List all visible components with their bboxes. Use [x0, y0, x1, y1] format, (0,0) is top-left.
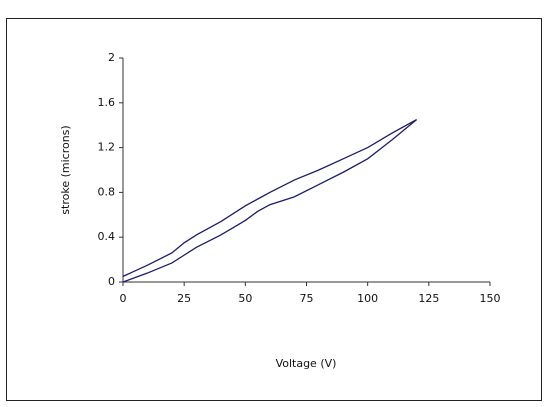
line-series [122, 119, 418, 283]
y-tick-label: 0.4 [98, 230, 116, 243]
y-tick-label: 1.2 [98, 141, 116, 154]
y-tick-label: 2 [108, 51, 115, 64]
x-tick-label: 100 [357, 292, 378, 305]
y-axis-label: stroke (microns) [59, 125, 72, 214]
x-tick-label: 50 [238, 292, 252, 305]
y-tick-label: 1.6 [98, 96, 116, 109]
x-tick-label: 0 [120, 292, 127, 305]
chart-frame [6, 18, 542, 401]
x-tick-label: 150 [480, 292, 501, 305]
y-tick-label: 0.8 [98, 185, 116, 198]
x-axis-label: Voltage (V) [276, 357, 337, 370]
y-tick-label: 0 [108, 275, 115, 288]
line-series [122, 119, 417, 277]
x-tick-label: 75 [300, 292, 314, 305]
x-tick-label: 25 [177, 292, 191, 305]
x-tick-label: 125 [418, 292, 439, 305]
